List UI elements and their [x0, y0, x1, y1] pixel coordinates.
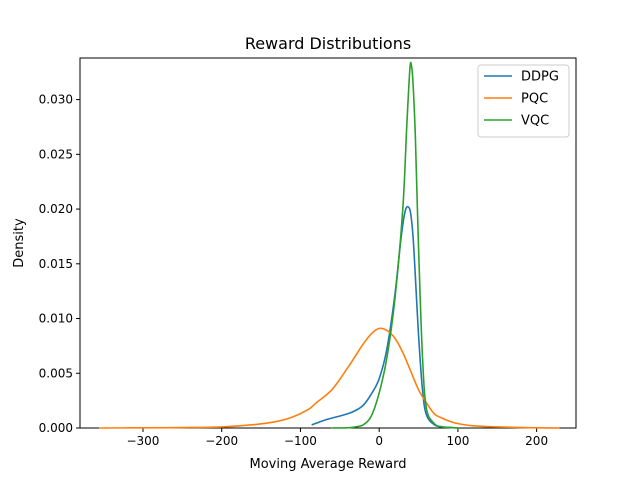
y-axis: 0.000 0.005 0.010 0.015 0.020 0.025 0.030 — [39, 93, 80, 435]
y-axis-label: Density — [12, 218, 27, 268]
series-line-vqc — [331, 61, 459, 429]
x-tick-label: −300 — [126, 434, 159, 448]
y-tick-label: 0.020 — [39, 202, 73, 216]
y-tick-label: 0.010 — [39, 312, 73, 326]
x-axis: −300 −200 −100 0 100 200 — [126, 428, 548, 448]
y-tick-label: 0.000 — [39, 421, 73, 435]
series-line-pqc — [98, 327, 560, 429]
x-tick-label: −100 — [284, 434, 317, 448]
x-tick-label: 200 — [525, 434, 548, 448]
x-axis-label: Moving Average Reward — [249, 457, 406, 472]
legend: DDPG PQC VQC — [477, 64, 570, 138]
legend-label-vqc: VQC — [521, 114, 549, 129]
legend-box — [477, 64, 570, 138]
legend-label-pqc: PQC — [521, 92, 548, 107]
y-tick-label: 0.025 — [39, 147, 73, 161]
x-tick-label: 0 — [375, 434, 383, 448]
y-tick-label: 0.030 — [39, 93, 73, 107]
x-tick-label: 100 — [446, 434, 469, 448]
plot-area — [79, 57, 577, 429]
chart-title: Reward Distributions — [245, 34, 411, 53]
y-tick-label: 0.015 — [39, 257, 73, 271]
x-tick-label: −200 — [205, 434, 238, 448]
y-tick-label: 0.005 — [39, 366, 73, 380]
legend-label-ddpg: DDPG — [521, 70, 559, 85]
series-line-ddpg — [311, 205, 459, 429]
series-lines — [98, 61, 560, 429]
